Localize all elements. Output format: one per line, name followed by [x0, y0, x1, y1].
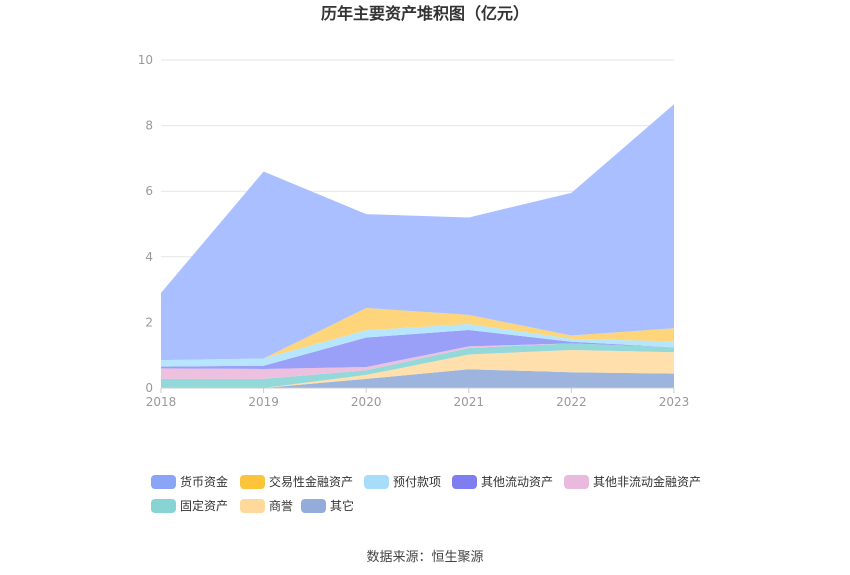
x-tick-label: 2018 [146, 395, 177, 409]
area-商誉 [161, 349, 674, 388]
legend-swatch [301, 499, 326, 513]
legend-item[interactable]: 其它 [301, 498, 354, 513]
area-货币资金 [161, 104, 674, 361]
y-tick-label: 6 [145, 184, 153, 198]
x-tick-label: 2020 [351, 395, 382, 409]
x-tick-label: 2023 [659, 395, 690, 409]
legend-swatch [151, 499, 176, 513]
legend-swatch [240, 475, 265, 489]
legend-swatch [240, 499, 265, 513]
legend-item[interactable]: 其他流动资产 [452, 475, 553, 489]
legend-item[interactable]: 交易性金融资产 [240, 474, 353, 489]
y-tick-label: 2 [145, 315, 153, 329]
legend-swatch [452, 475, 477, 489]
area-交易性金融资产 [161, 307, 674, 361]
legend-item[interactable]: 其他非流动金融资产 [564, 474, 701, 489]
legend-label: 其它 [330, 498, 354, 513]
x-tick-label: 2019 [248, 395, 279, 409]
legend-label: 预付款项 [393, 475, 441, 489]
legend-label: 其他非流动金融资产 [593, 474, 701, 489]
y-tick-label: 4 [145, 250, 153, 264]
legend-item[interactable]: 商誉 [240, 498, 293, 513]
chart-title: 历年主要资产堆积图（亿元） [321, 4, 529, 23]
legend-item[interactable]: 固定资产 [151, 498, 228, 513]
legend-item[interactable]: 货币资金 [151, 474, 228, 489]
legend-swatch [364, 475, 389, 489]
legend-swatch [564, 475, 589, 489]
axes: 0 2 4 6 8 10 2018 2019 2020 2021 2022 2023 [138, 53, 690, 409]
y-tick-label: 8 [145, 119, 153, 133]
legend-label: 其他流动资产 [481, 475, 553, 489]
area-其他流动资产 [161, 329, 674, 369]
x-tick-label: 2022 [556, 395, 587, 409]
area-预付款项 [161, 324, 674, 367]
y-tick-label: 10 [138, 53, 153, 67]
legend-swatch [151, 475, 176, 489]
area-其它 [161, 369, 674, 388]
legend-label: 商誉 [269, 498, 293, 513]
legend-item[interactable]: 预付款项 [364, 475, 441, 489]
x-tick-label: 2021 [454, 395, 485, 409]
area-series [161, 104, 674, 388]
area-其他非流动金融资产 [161, 343, 674, 379]
y-tick-label: 0 [145, 381, 153, 395]
legend-label: 固定资产 [180, 498, 228, 513]
legend-label: 交易性金融资产 [269, 474, 353, 489]
legend-label: 货币资金 [180, 474, 228, 489]
data-source: 数据来源：恒生聚源 [366, 550, 484, 565]
area-固定资产 [161, 343, 674, 388]
